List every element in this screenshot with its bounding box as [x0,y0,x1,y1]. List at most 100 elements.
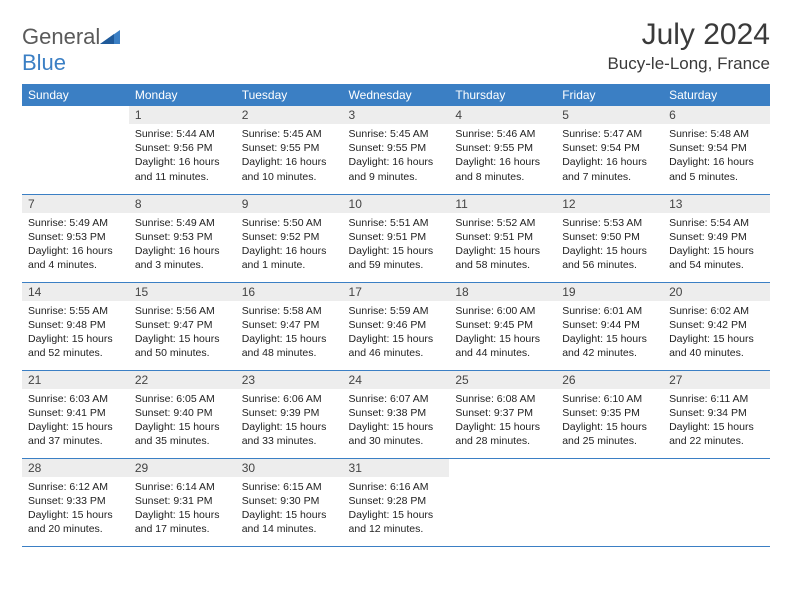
calendar-day-empty [556,458,663,546]
sunrise-line: Sunrise: 5:49 AM [135,217,215,229]
logo-text-b: Blue [22,50,66,75]
daylight-line: Daylight: 16 hours and 7 minutes. [562,156,647,182]
sunrise-line: Sunrise: 5:45 AM [349,128,429,140]
calendar-day: 12 Sunrise: 5:53 AM Sunset: 9:50 PM Dayligh… [556,194,663,282]
sunrise-line: Sunrise: 5:49 AM [28,217,108,229]
daylight-line: Daylight: 16 hours and 8 minutes. [455,156,540,182]
day-content: Sunrise: 6:00 AMSunset: 9:45 PMDaylight:… [449,301,556,365]
day-number: 19 [556,283,663,301]
calendar-day: 2Sunrise: 5:45 AMSunset: 9:55 PMDaylight… [236,106,343,194]
sunrise-line: Sunrise: 5:53 AM [562,217,642,229]
day-number: 20 [663,283,770,301]
sunset-line: Sunset: 9:50 PM [562,231,640,243]
calendar-day: 5Sunrise: 5:47 AMSunset: 9:54 PMDaylight… [556,106,663,194]
daylight-line: Daylight: 16 hours and 11 minutes. [135,156,220,182]
daylight-line: Daylight: 15 hours and 40 minutes. [669,333,754,359]
sunrise-line: Sunrise: 5:45 AM [242,128,322,140]
calendar-day: 11Sunrise: 5:52 AMSunset: 9:51 PMDayligh… [449,194,556,282]
calendar-day-empty [22,106,129,194]
sunrise-line: Sunrise: 5:46 AM [455,128,535,140]
calendar-table: SundayMondayTuesdayWednesdayThursdayFrid… [22,84,770,547]
calendar-day: 28Sunrise: 6:12 AMSunset: 9:33 PMDayligh… [22,458,129,546]
day-content: Sunrise: 5:44 AMSunset: 9:56 PMDaylight:… [129,124,236,188]
sunset-line: Sunset: 9:42 PM [669,319,747,331]
sunrise-line: Sunrise: 5:51 AM [349,217,429,229]
sunset-line: Sunset: 9:47 PM [242,319,320,331]
day-number: 12 [556,195,663,213]
day-number: 17 [343,283,450,301]
calendar-day: 16Sunrise: 5:58 AMSunset: 9:47 PMDayligh… [236,282,343,370]
daylight-line: Daylight: 15 hours and 22 minutes. [669,421,754,447]
day-number: 31 [343,459,450,477]
day-number: 15 [129,283,236,301]
calendar-day-empty [449,458,556,546]
sunset-line: Sunset: 9:53 PM [135,231,213,243]
day-number: 28 [22,459,129,477]
calendar-day: 24Sunrise: 6:07 AMSunset: 9:38 PMDayligh… [343,370,450,458]
day-content: Sunrise: 6:15 AMSunset: 9:30 PMDaylight:… [236,477,343,541]
calendar-row: 28Sunrise: 6:12 AMSunset: 9:33 PMDayligh… [22,458,770,546]
logo-text-a: General [22,24,100,49]
daylight-line: Daylight: 15 hours and 28 minutes. [455,421,540,447]
daylight-line: Daylight: 16 hours and 10 minutes. [242,156,327,182]
logo-text: General Blue [22,24,120,76]
day-number: 27 [663,371,770,389]
calendar-day: 30Sunrise: 6:15 AMSunset: 9:30 PMDayligh… [236,458,343,546]
sunrise-line: Sunrise: 6:03 AM [28,393,108,405]
calendar-day: 31Sunrise: 6:16 AMSunset: 9:28 PMDayligh… [343,458,450,546]
page-title: July 2024 [607,18,770,52]
day-content: Sunrise: 5:48 AMSunset: 9:54 PMDaylight:… [663,124,770,188]
daylight-line: Daylight: 15 hours and 42 minutes. [562,333,647,359]
sunset-line: Sunset: 9:51 PM [349,231,427,243]
sunset-line: Sunset: 9:53 PM [28,231,106,243]
logo: General Blue [22,18,120,76]
day-content: Sunrise: 6:12 AMSunset: 9:33 PMDaylight:… [22,477,129,541]
weekday-header: Saturday [663,84,770,106]
day-number: 14 [22,283,129,301]
day-number: 25 [449,371,556,389]
calendar-day: 26Sunrise: 6:10 AMSunset: 9:35 PMDayligh… [556,370,663,458]
daylight-line: Daylight: 16 hours and 9 minutes. [349,156,434,182]
daylight-line: Daylight: 15 hours and 56 minutes. [562,245,647,271]
calendar-day: 22Sunrise: 6:05 AMSunset: 9:40 PMDayligh… [129,370,236,458]
sunrise-line: Sunrise: 6:10 AM [562,393,642,405]
sunset-line: Sunset: 9:55 PM [455,142,533,154]
day-content: Sunrise: 6:02 AM Sunset: 9:42 PM Daylight:… [663,301,770,365]
sunrise-line: Sunrise: 6:07 AM [349,393,429,405]
day-content: Sunrise: 5:54 AMSunset: 9:49 PMDaylight:… [663,213,770,277]
sunrise-line: Sunrise: 5:54 AM [669,217,749,229]
calendar-day: 6Sunrise: 5:48 AMSunset: 9:54 PMDaylight… [663,106,770,194]
daylight-line: Daylight: 15 hours and 33 minutes. [242,421,327,447]
calendar-day: 18Sunrise: 6:00 AMSunset: 9:45 PMDayligh… [449,282,556,370]
daylight-line: Daylight: 15 hours and 54 minutes. [669,245,754,271]
calendar-day: 27Sunrise: 6:11 AMSunset: 9:34 PMDayligh… [663,370,770,458]
calendar-row: 7Sunrise: 5:49 AMSunset: 9:53 PMDaylight… [22,194,770,282]
sunrise-line: Sunrise: 6:02 AM [669,305,749,317]
sunset-line: Sunset: 9:35 PM [562,407,640,419]
sunrise-line: Sunrise: 5:52 AM [455,217,535,229]
day-content: Sunrise: 6:10 AMSunset: 9:35 PMDaylight:… [556,389,663,453]
day-content: Sunrise: 5:53 AM Sunset: 9:50 PM Daylight:… [556,213,663,277]
calendar-day: 9Sunrise: 5:50 AMSunset: 9:52 PMDaylight… [236,194,343,282]
day-content: Sunrise: 6:03 AMSunset: 9:41 PMDaylight:… [22,389,129,453]
day-content: Sunrise: 6:08 AMSunset: 9:37 PMDaylight:… [449,389,556,453]
day-number: 21 [22,371,129,389]
calendar-day: 19Sunrise: 6:01 AMSunset: 9:44 PMDayligh… [556,282,663,370]
daylight-line: Daylight: 15 hours and 37 minutes. [28,421,113,447]
calendar-day: 4Sunrise: 5:46 AMSunset: 9:55 PMDaylight… [449,106,556,194]
day-number: 18 [449,283,556,301]
sunset-line: Sunset: 9:40 PM [135,407,213,419]
sunrise-line: Sunrise: 5:47 AM [562,128,642,140]
calendar-day: 17Sunrise: 5:59 AMSunset: 9:46 PMDayligh… [343,282,450,370]
sunset-line: Sunset: 9:45 PM [455,319,533,331]
day-number: 26 [556,371,663,389]
sunrise-line: Sunrise: 6:16 AM [349,481,429,493]
day-content: Sunrise: 5:58 AMSunset: 9:47 PMDaylight:… [236,301,343,365]
sunrise-line: Sunrise: 5:48 AM [669,128,749,140]
sunset-line: Sunset: 9:54 PM [669,142,747,154]
sunrise-line: Sunrise: 6:00 AM [455,305,535,317]
daylight-line: Daylight: 15 hours and 14 minutes. [242,509,327,535]
day-content: Sunrise: 5:49 AMSunset: 9:53 PMDaylight:… [129,213,236,277]
day-content: Sunrise: 5:50 AMSunset: 9:52 PMDaylight:… [236,213,343,277]
sunset-line: Sunset: 9:48 PM [28,319,106,331]
